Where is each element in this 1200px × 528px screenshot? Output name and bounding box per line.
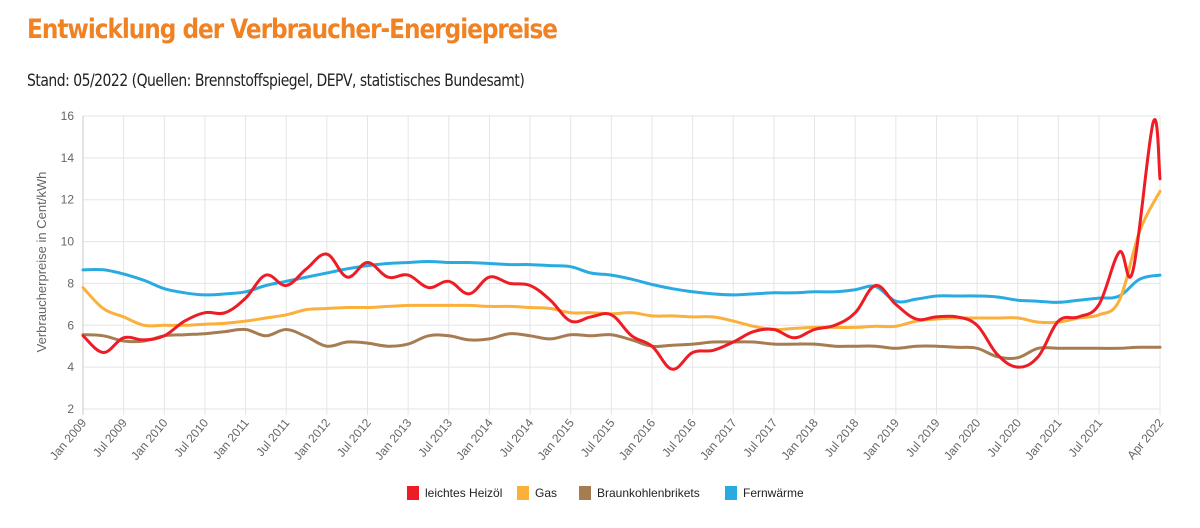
legend-swatch (579, 486, 591, 500)
x-tick-label: Jul 2018 (822, 416, 862, 460)
x-tick-label: Jul 2017 (740, 416, 780, 460)
chart-subtitle: Stand: 05/2022 (Quellen: Brennstoffspieg… (27, 71, 525, 91)
x-tick-label: Jul 2014 (496, 416, 536, 460)
y-tick-label: 4 (67, 360, 74, 374)
x-tick-label: Jul 2019 (903, 416, 943, 460)
y-tick-label: 6 (67, 318, 74, 332)
x-tick-label: Jan 2021 (1022, 416, 1065, 463)
series-line-leichtes-heiz-l (81, 118, 1162, 371)
chart-title: Entwicklung der Verbraucher-Energiepreis… (27, 14, 558, 45)
x-tick-label: Jan 2017 (697, 416, 740, 463)
y-axis-ticks: 2 4 6 8 10 12 14 16 (61, 109, 75, 416)
x-tick-label: Jul 2016 (659, 416, 699, 460)
legend-label: Fernwärme (743, 486, 804, 500)
x-tick-label: Jul 2013 (415, 416, 455, 460)
y-tick-label: 12 (61, 193, 75, 207)
x-tick-label: Jul 2009 (90, 416, 130, 460)
grid (82, 115, 1161, 415)
x-tick-label: Jan 2013 (372, 416, 415, 463)
legend-label: leichtes Heizöl (425, 486, 502, 500)
x-tick-label: Jan 2012 (291, 416, 334, 463)
x-tick-label: Jul 2011 (253, 416, 293, 459)
y-axis-label: Verbraucherpreise in Cent/kWh (34, 172, 49, 353)
legend-label: Braunkohlenbrikets (597, 486, 700, 500)
x-tick-label: Jan 2016 (616, 416, 659, 463)
legend-swatch (517, 486, 529, 500)
legend-swatch (407, 486, 419, 500)
y-tick-label: 16 (61, 109, 75, 123)
series-line-fernw-rme (81, 260, 1162, 304)
legend-swatch (725, 486, 737, 500)
x-tick-label: Jan 2020 (941, 416, 984, 463)
legend-item[interactable]: leichtes Heizöl (407, 486, 502, 500)
x-tick-label: Jan 2010 (128, 416, 171, 463)
legend-item[interactable]: Gas (517, 486, 557, 500)
y-tick-label: 2 (67, 402, 74, 416)
series-line-gas (81, 189, 1162, 332)
y-tick-label: 14 (61, 151, 75, 165)
x-tick-label: Jan 2011 (210, 416, 252, 462)
x-tick-label: Jan 2018 (778, 416, 821, 463)
series-lines (81, 118, 1162, 371)
x-tick-label: Apr 2022 (1124, 416, 1166, 463)
x-tick-label: Jan 2009 (47, 416, 90, 463)
legend-label: Gas (535, 486, 557, 500)
legend-item[interactable]: Braunkohlenbrikets (579, 486, 700, 500)
x-tick-label: Jul 2010 (171, 416, 211, 460)
series-line-braunkohlenbrikets (81, 327, 1162, 360)
legend-item[interactable]: Fernwärme (725, 486, 804, 500)
x-tick-label: Jul 2021 (1065, 416, 1105, 460)
x-tick-label: Jan 2014 (453, 416, 496, 463)
x-tick-label: Jul 2015 (578, 416, 618, 460)
legend: leichtes Heizöl Gas Braunkohlenbrikets Fern… (407, 486, 804, 500)
x-tick-label: Jan 2019 (860, 416, 903, 463)
x-tick-label: Jul 2020 (984, 416, 1024, 460)
y-tick-label: 8 (67, 276, 74, 290)
x-tick-label: Jan 2015 (535, 416, 578, 463)
y-tick-label: 10 (61, 235, 75, 249)
x-tick-label: Jul 2012 (334, 416, 374, 460)
